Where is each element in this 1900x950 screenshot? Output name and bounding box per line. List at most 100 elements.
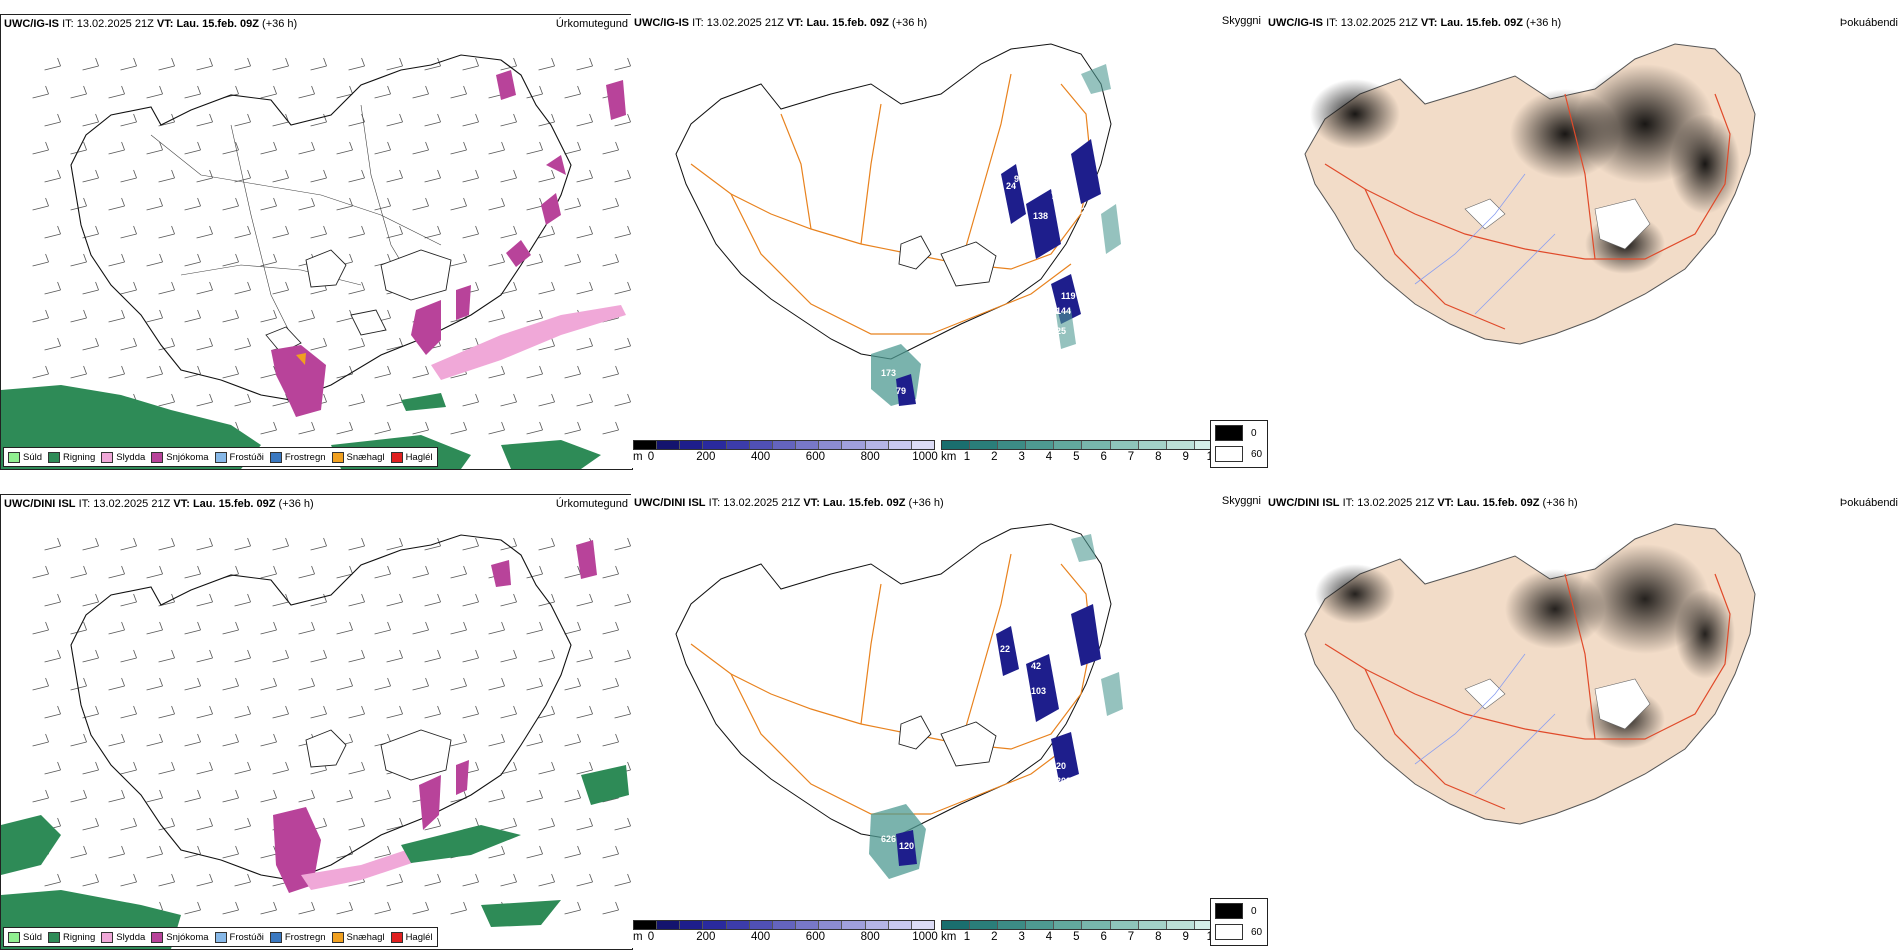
wind-barb [120,169,137,183]
precip-legend-item: Snæhagl [331,451,385,463]
wind-barb [348,281,365,295]
wind-barb [450,141,467,155]
precip-legend-item: Snjókoma [151,931,209,943]
visibility-value-label: 138 [1033,211,1048,221]
variable-title: Úrkomutegund [555,18,628,30]
visibility-value-label: 173 [881,368,896,378]
wind-barb [500,705,517,719]
wind-barb [234,593,251,607]
colorbar-swatch [1110,921,1139,929]
wind-barb [488,733,505,747]
wind-barb [272,113,289,127]
wind-barb [184,677,201,691]
wind-barb [222,789,239,803]
wind-barb [614,649,631,663]
wind-barb [336,85,353,99]
wind-barb [564,365,581,379]
wind-barb [488,141,505,155]
colorbar-swatch [772,921,797,929]
visibility-panel-dini: UWC/DINI ISL IT: 13.02.2025 21Z VT: Lau.… [631,494,1265,948]
wind-barb [614,113,631,127]
wind-barb [374,901,391,915]
fog-legend-label: 60 [1251,448,1263,460]
wind-barb [222,845,239,859]
wind-barb [196,393,213,407]
wind-barb [500,113,517,127]
wind-barb [386,593,403,607]
precip-legend-swatch [331,931,344,943]
wind-barb [348,57,365,71]
wind-barb [234,337,251,351]
wind-barb [564,197,581,211]
wind-barb [412,565,429,579]
wind-barb [234,761,251,775]
wind-barb [538,537,555,551]
visibility-colorbar: km 12345678910 [941,920,1223,946]
wind-barb [260,85,277,99]
wind-barb [184,253,201,267]
visibility-value-label: 626 [881,834,896,844]
wind-barb [120,649,137,663]
wind-barb [108,565,125,579]
wind-barb [374,677,391,691]
wind-barb [500,57,517,71]
wind-barb [108,733,125,747]
wind-barb [576,169,593,183]
wind-barb [272,705,289,719]
wind-barb [70,253,87,267]
wind-barb [336,365,353,379]
colorbar-tick-label: 4 [1045,451,1053,463]
wind-barb [412,421,429,435]
wind-barb [298,197,315,211]
precip-legend-swatch [101,451,114,463]
wind-barb [386,817,403,831]
wind-barb [44,705,61,719]
wind-barb [222,309,239,323]
colorbar-tick-label: 3 [1018,451,1025,463]
colorbar-tick-label: 400 [751,451,771,463]
colorbar-swatch [634,441,658,449]
precip-legend-swatch [151,451,164,463]
visibility-value-label: 67 [1081,721,1091,731]
wind-barb [196,169,213,183]
precip-legend-label: Slydda [116,931,146,943]
wind-barb [70,565,87,579]
wind-barb [424,113,441,127]
colorbar-swatch [1194,921,1222,929]
wind-barb [196,113,213,127]
wind-barb [82,169,99,183]
wind-barb [614,225,631,239]
wind-barb [158,873,175,887]
wind-barb [184,309,201,323]
wind-barb [488,365,505,379]
wind-barb [146,621,163,635]
wind-barb [336,845,353,859]
wind-barb [120,337,137,351]
wind-barb [348,113,365,127]
wind-barb [70,733,87,747]
visibility-value-label: 144 [1056,306,1071,316]
wind-barb [614,393,631,407]
wind-barb [158,537,175,551]
visibility-value-label: 119 [1061,291,1076,301]
wind-barb [146,197,163,211]
wind-barb [32,309,49,323]
wind-barb [348,337,365,351]
wind-barb [44,593,61,607]
colorbar-tick-label: 2 [991,931,998,943]
precip-legend-item: Frostúði [214,931,264,943]
wind-barb [526,309,543,323]
colorbar-tick-label: 7 [1127,931,1135,943]
precip-type-legend: Súld Rigning Slydda Snjókoma Frostúði Frostre… [3,447,438,467]
wind-barb [184,901,201,915]
iceland-coastline [70,54,572,401]
wind-barb [336,141,353,155]
wind-barb [222,621,239,635]
wind-barb [374,197,391,211]
iceland-map [1,534,631,949]
ceiling-ticks: 0 200 400 600 800 1000 [633,451,938,465]
wind-barb [146,85,163,99]
precip-legend-item: Frostúði [214,451,264,463]
wind-barb [222,141,239,155]
